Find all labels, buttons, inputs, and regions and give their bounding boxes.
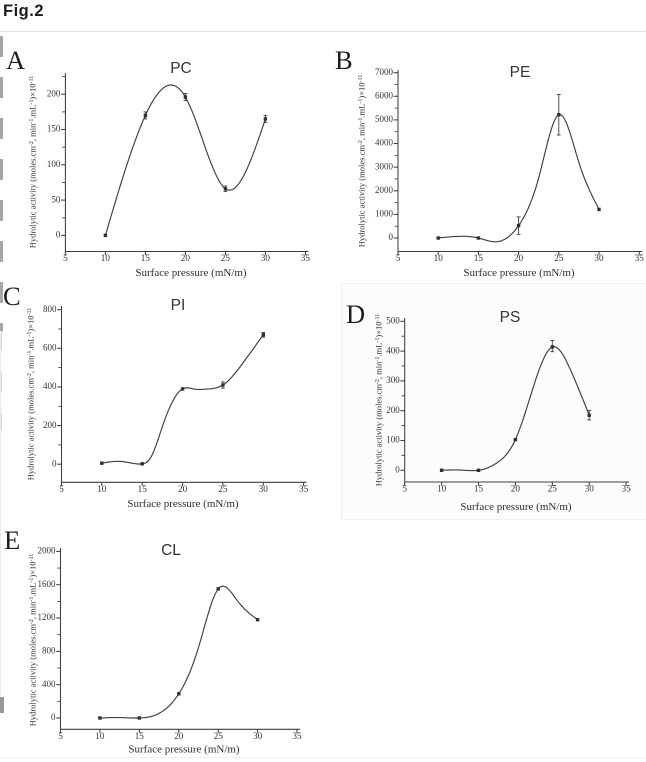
svg-text:600: 600 [43,343,57,353]
svg-text:PC: PC [170,60,192,77]
svg-text:5: 5 [63,253,68,263]
svg-text:2000: 2000 [38,546,57,556]
svg-text:15: 15 [138,484,148,494]
svg-text:20: 20 [514,253,524,263]
svg-text:30: 30 [261,253,271,263]
svg-text:Hydrolytic activity (moles.cm-: Hydrolytic activity (moles.cm-2, min-1.m… [357,75,367,248]
svg-text:25: 25 [554,253,564,263]
svg-text:30: 30 [253,731,263,741]
svg-text:25: 25 [214,731,224,741]
svg-text:0: 0 [56,230,61,240]
svg-text:7000: 7000 [375,67,394,77]
svg-text:15: 15 [474,253,484,263]
svg-text:200: 200 [386,405,400,415]
svg-text:15: 15 [135,731,145,741]
svg-text:30: 30 [585,484,595,494]
svg-text:20: 20 [174,731,184,741]
svg-text:4000: 4000 [375,138,394,148]
svg-text:0: 0 [395,465,400,475]
svg-text:6000: 6000 [375,91,394,101]
svg-text:Hydrolytic activity (moles.cm-: Hydrolytic activity (moles.cm-2, min-1.m… [374,314,384,487]
svg-text:25: 25 [221,253,231,263]
svg-text:Hydrolytic activity (moles.cm-: Hydrolytic activity (moles.cm-2, min-1.m… [28,554,38,727]
svg-text:35: 35 [301,253,311,263]
svg-text:10: 10 [95,731,105,741]
svg-text:Hydrolytic activity (moles.cm-: Hydrolytic activity (moles.cm-2, min-1.m… [26,308,36,481]
svg-text:5000: 5000 [375,114,394,124]
svg-text:0: 0 [52,458,57,468]
svg-text:35: 35 [299,484,309,494]
svg-text:1000: 1000 [375,209,394,219]
svg-text:PE: PE [510,64,531,81]
svg-text:50: 50 [51,194,61,204]
svg-text:400: 400 [43,381,57,391]
svg-text:20: 20 [178,484,188,494]
svg-text:800: 800 [43,304,57,314]
svg-text:30: 30 [259,484,269,494]
svg-text:1600: 1600 [38,579,57,589]
svg-text:150: 150 [47,124,61,134]
svg-text:25: 25 [218,484,228,494]
svg-text:30: 30 [594,253,604,263]
svg-text:PS: PS [500,309,521,326]
svg-text:3000: 3000 [375,161,394,171]
svg-text:10: 10 [97,484,107,494]
svg-text:1200: 1200 [38,612,57,622]
svg-text:5: 5 [396,253,401,263]
svg-text:20: 20 [181,253,191,263]
svg-text:100: 100 [386,435,400,445]
svg-text:0: 0 [389,232,394,242]
svg-text:15: 15 [474,484,484,494]
svg-text:35: 35 [635,253,645,263]
svg-text:35: 35 [292,731,302,741]
svg-text:10: 10 [101,253,111,263]
svg-text:0: 0 [51,712,56,722]
svg-text:15: 15 [141,253,151,263]
svg-text:Surface pressure (mN/m): Surface pressure (mN/m) [135,267,247,279]
svg-text:Surface pressure (mN/m): Surface pressure (mN/m) [460,501,572,513]
svg-text:800: 800 [42,646,56,656]
svg-text:Surface pressure (mN/m): Surface pressure (mN/m) [128,744,240,756]
svg-text:35: 35 [622,484,632,494]
svg-text:5: 5 [59,484,64,494]
svg-text:5: 5 [402,484,407,494]
svg-text:Hydrolytic activity (moles.cm-: Hydrolytic activity (moles.cm-2, min-1.m… [28,76,38,249]
svg-text:25: 25 [548,484,558,494]
svg-text:100: 100 [47,159,61,169]
svg-text:400: 400 [42,679,56,689]
svg-text:200: 200 [43,420,57,430]
svg-text:5: 5 [58,731,63,741]
svg-text:200: 200 [47,88,61,98]
svg-text:20: 20 [511,484,521,494]
svg-text:PI: PI [171,297,186,314]
svg-text:2000: 2000 [375,185,394,195]
svg-text:10: 10 [434,253,444,263]
svg-text:300: 300 [386,375,400,385]
svg-text:500: 500 [386,316,400,326]
svg-text:10: 10 [437,484,447,494]
svg-text:CL: CL [161,542,181,559]
svg-text:400: 400 [386,345,400,355]
svg-text:Surface pressure (mN/m): Surface pressure (mN/m) [463,267,575,279]
svg-text:Surface pressure (mN/m): Surface pressure (mN/m) [127,498,239,510]
